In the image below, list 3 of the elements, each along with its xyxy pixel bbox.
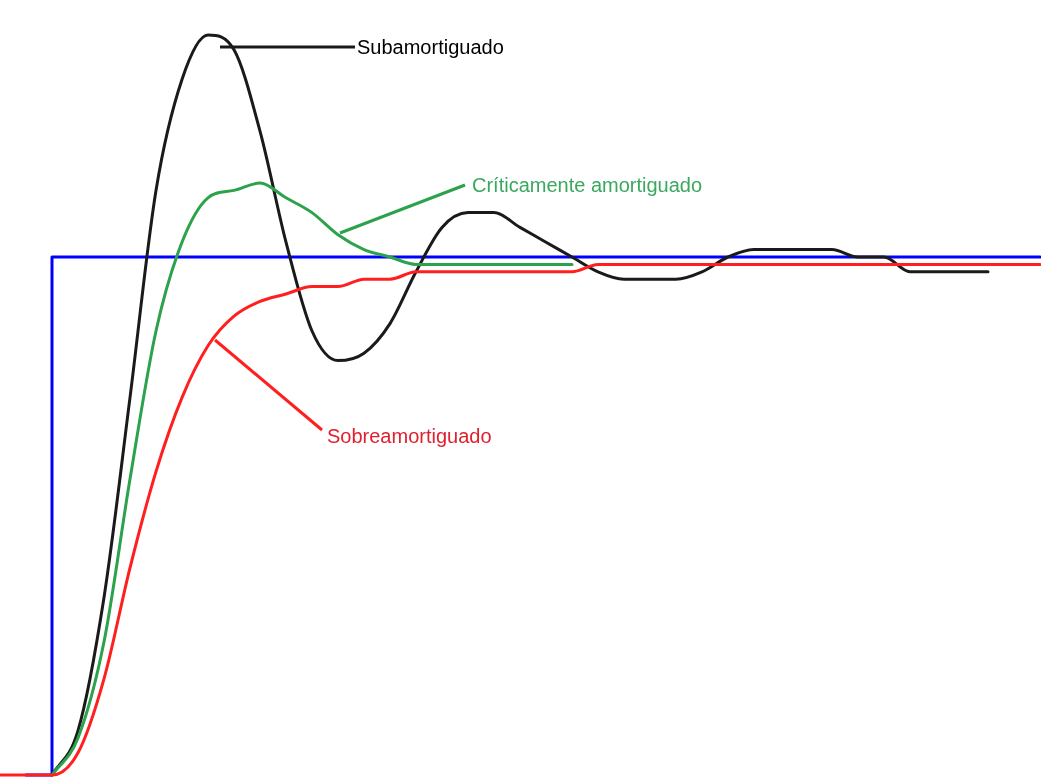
text: Subamortiguado	[357, 35, 504, 58]
text: Críticamente amortiguado	[472, 173, 703, 196]
text: Sobreamortiguado	[327, 424, 492, 447]
